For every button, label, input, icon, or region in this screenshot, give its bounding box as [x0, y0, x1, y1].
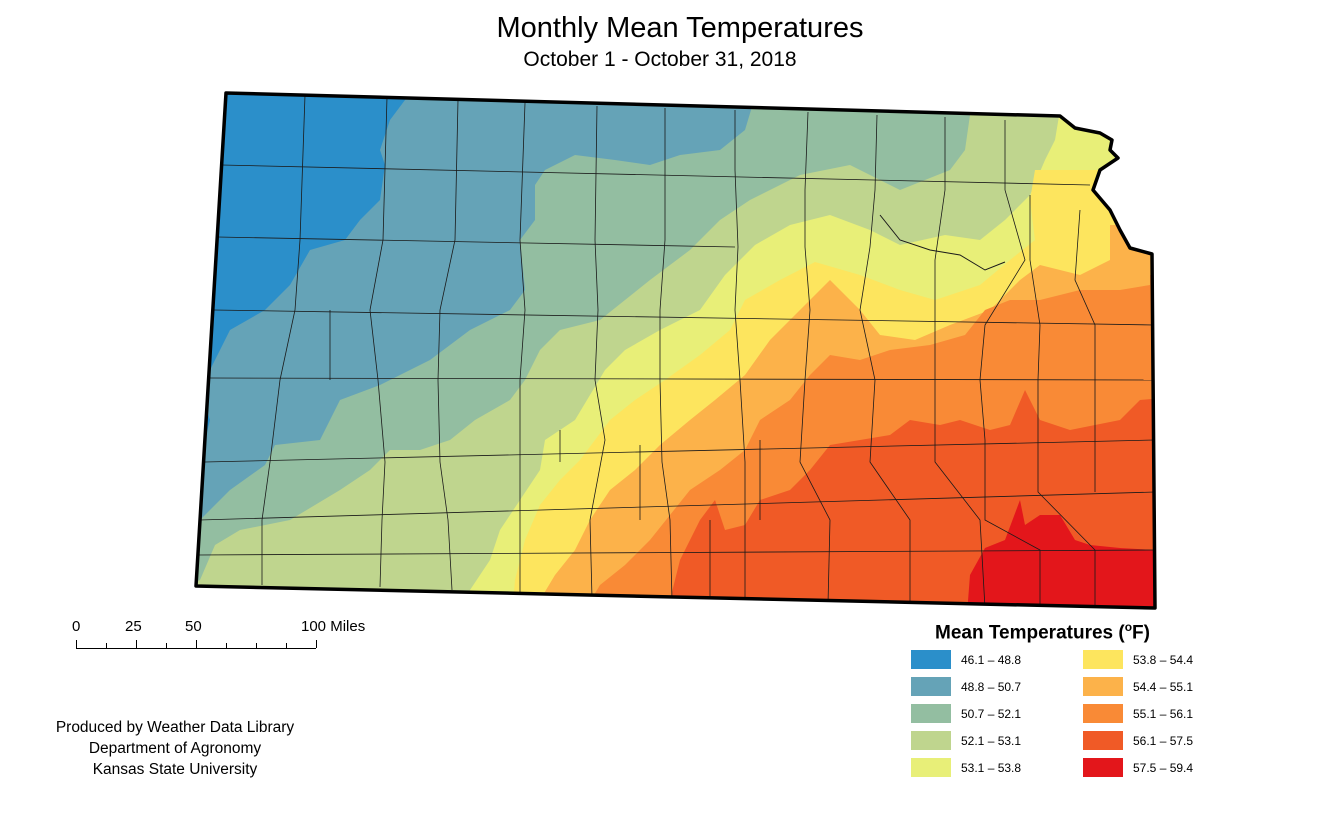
legend-range-label: 53.1 – 53.8: [961, 761, 1022, 775]
temperature-zones: [196, 93, 1155, 608]
scale-tick: [166, 643, 167, 648]
legend-range-label: 55.1 – 56.1: [1133, 707, 1194, 721]
scale-label-100: 100 Miles: [301, 618, 366, 635]
legend-swatch: [911, 731, 951, 750]
scale-label-25: 25: [125, 618, 142, 635]
legend-title-main: Mean Temperatures (: [935, 622, 1125, 644]
legend-swatch: [911, 704, 951, 723]
county-boundaries: [197, 94, 1155, 608]
credit-line: Produced by Weather Data Library: [55, 719, 295, 736]
legend-title-degree: o: [1124, 620, 1133, 634]
scale-tick: [286, 643, 287, 648]
legend-range-label: 54.4 – 55.1: [1133, 680, 1194, 694]
map-title: Monthly Mean Temperatures: [496, 12, 864, 44]
legend-swatch: [1083, 650, 1123, 669]
legend-swatch: [1083, 731, 1123, 750]
legend-range-label: 53.8 – 54.4: [1133, 653, 1194, 667]
credits: Produced by Weather Data Library Departm…: [30, 717, 320, 780]
credit-line: Department of Agronomy: [88, 740, 262, 757]
legend: Mean Temperatures (oF) 46.1 – 48.8 48.8 …: [905, 620, 1205, 780]
legend-swatch: [1083, 677, 1123, 696]
legend-swatch: [911, 758, 951, 777]
legend-range-label: 50.7 – 52.1: [961, 707, 1022, 721]
scale-tick: [136, 640, 137, 648]
scale-tick: [316, 640, 317, 648]
legend-range-label: 52.1 – 53.1: [961, 734, 1022, 748]
scale-label-50: 50: [185, 618, 202, 635]
scale-tick: [256, 643, 257, 648]
scale-tick: [226, 643, 227, 648]
scale-label-0: 0: [72, 618, 81, 635]
map-subtitle: October 1 - October 31, 2018: [523, 48, 797, 71]
legend-range-label: 57.5 – 59.4: [1133, 761, 1194, 775]
legend-title-unit: F): [1132, 622, 1150, 644]
legend-title: Mean Temperatures (oF): [935, 620, 1150, 644]
legend-swatch: [1083, 758, 1123, 777]
kansas-state-outline: [194, 91, 1157, 610]
legend-range-label: 46.1 – 48.8: [961, 653, 1022, 667]
legend-range-label: 48.8 – 50.7: [961, 680, 1022, 694]
legend-swatch: [911, 677, 951, 696]
legend-range-label: 56.1 – 57.5: [1133, 734, 1194, 748]
scale-tick: [106, 643, 107, 648]
credit-line: Kansas State University: [92, 761, 258, 778]
legend-swatch: [911, 650, 951, 669]
legend-swatch: [1083, 704, 1123, 723]
scale-bar-line: [76, 648, 316, 649]
scale-bar: 0 25 50 100 Miles: [72, 616, 392, 656]
scale-tick: [196, 640, 197, 648]
scale-tick: [76, 640, 77, 648]
